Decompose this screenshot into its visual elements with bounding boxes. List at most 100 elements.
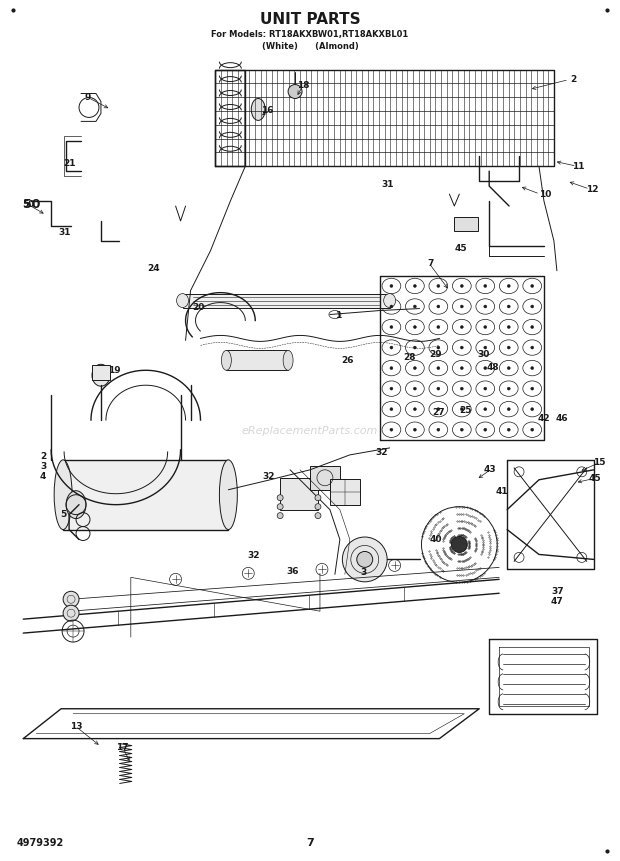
Text: 45: 45: [588, 474, 601, 483]
Circle shape: [460, 325, 463, 329]
Circle shape: [507, 367, 510, 369]
Circle shape: [414, 407, 417, 411]
Text: 9: 9: [85, 93, 91, 102]
Circle shape: [356, 551, 373, 567]
Circle shape: [437, 407, 440, 411]
Circle shape: [437, 325, 440, 329]
Text: 4: 4: [40, 473, 46, 481]
Text: For Models: RT18AKXBW01,RT18AKXBL01: For Models: RT18AKXBW01,RT18AKXBL01: [211, 30, 409, 40]
Ellipse shape: [384, 294, 396, 307]
Text: (White)      (Almond): (White) (Almond): [262, 42, 358, 51]
Bar: [280, 478, 318, 510]
Text: 15: 15: [593, 458, 606, 468]
Circle shape: [531, 325, 534, 329]
Circle shape: [414, 325, 417, 329]
Circle shape: [507, 305, 510, 308]
Circle shape: [484, 428, 487, 431]
Text: 50: 50: [22, 197, 40, 211]
Circle shape: [531, 305, 534, 308]
Text: 47: 47: [551, 597, 563, 606]
Text: 7: 7: [306, 838, 314, 848]
Circle shape: [390, 284, 393, 288]
Text: 24: 24: [148, 264, 160, 273]
Circle shape: [390, 367, 393, 369]
Circle shape: [437, 428, 440, 431]
Circle shape: [277, 495, 283, 501]
Circle shape: [288, 84, 302, 98]
Circle shape: [460, 407, 463, 411]
Circle shape: [484, 407, 487, 411]
Text: 40: 40: [429, 535, 441, 544]
Circle shape: [437, 284, 440, 288]
Text: 5: 5: [60, 510, 66, 519]
Circle shape: [484, 284, 487, 288]
Text: 30: 30: [477, 350, 489, 359]
Text: 3: 3: [40, 462, 46, 471]
Circle shape: [63, 592, 79, 607]
Ellipse shape: [219, 460, 237, 530]
Text: 7: 7: [427, 259, 433, 269]
Bar: [226, 350, 288, 370]
Circle shape: [390, 407, 393, 411]
Circle shape: [484, 325, 487, 329]
Text: 28: 28: [403, 353, 416, 362]
Circle shape: [63, 605, 79, 621]
Circle shape: [531, 284, 534, 288]
Circle shape: [437, 346, 440, 349]
Ellipse shape: [342, 537, 387, 582]
Bar: [310, 466, 340, 490]
Circle shape: [315, 495, 321, 501]
Circle shape: [451, 536, 467, 553]
Circle shape: [460, 305, 463, 308]
Text: 25: 25: [459, 406, 472, 415]
Text: 26: 26: [342, 356, 354, 365]
Text: 32: 32: [247, 551, 260, 560]
Circle shape: [531, 346, 534, 349]
Circle shape: [460, 346, 463, 349]
Text: eReplacementParts.com: eReplacementParts.com: [242, 426, 378, 436]
Text: 2: 2: [570, 75, 577, 84]
Text: 3: 3: [361, 568, 367, 577]
Text: UNIT PARTS: UNIT PARTS: [260, 12, 360, 28]
Circle shape: [390, 325, 393, 329]
Ellipse shape: [283, 350, 293, 370]
Text: 20: 20: [192, 303, 205, 312]
Circle shape: [484, 346, 487, 349]
Text: 10: 10: [539, 189, 551, 199]
Text: 27: 27: [432, 407, 445, 417]
Text: 42: 42: [538, 413, 551, 423]
Ellipse shape: [92, 364, 110, 387]
Text: 12: 12: [587, 184, 599, 194]
Text: 11: 11: [572, 162, 584, 170]
Text: 37: 37: [552, 587, 564, 596]
Circle shape: [315, 504, 321, 510]
Text: 45: 45: [455, 245, 467, 253]
Circle shape: [507, 407, 510, 411]
Bar: [454, 217, 478, 231]
Circle shape: [484, 387, 487, 390]
Text: 50: 50: [22, 200, 35, 208]
Circle shape: [484, 305, 487, 308]
Bar: [63, 460, 228, 530]
Ellipse shape: [54, 460, 72, 530]
Circle shape: [390, 428, 393, 431]
Circle shape: [414, 367, 417, 369]
Text: 32: 32: [262, 473, 275, 481]
Circle shape: [460, 367, 463, 369]
Bar: [182, 294, 389, 307]
Bar: [330, 479, 360, 505]
Ellipse shape: [251, 98, 265, 121]
Circle shape: [531, 367, 534, 369]
Circle shape: [414, 305, 417, 308]
Text: 17: 17: [117, 743, 129, 752]
Circle shape: [460, 428, 463, 431]
Circle shape: [507, 284, 510, 288]
Text: 2: 2: [40, 452, 46, 461]
Text: 46: 46: [556, 413, 568, 423]
Circle shape: [315, 512, 321, 518]
Circle shape: [460, 284, 463, 288]
Ellipse shape: [66, 491, 86, 518]
Circle shape: [437, 367, 440, 369]
Circle shape: [414, 346, 417, 349]
Circle shape: [531, 387, 534, 390]
